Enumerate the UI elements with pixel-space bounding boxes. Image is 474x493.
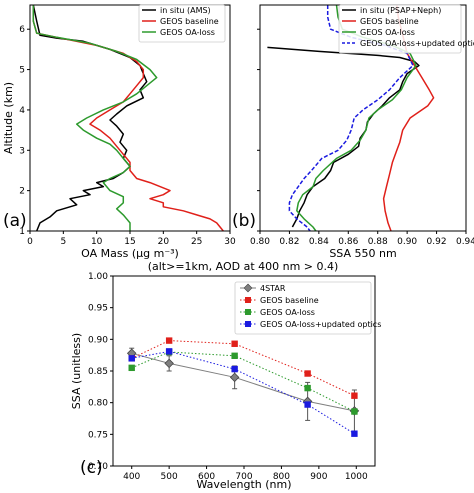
x-tick-label: 0 (27, 237, 33, 247)
legend-box (138, 4, 226, 43)
y-tick-label: 5 (19, 66, 25, 76)
data-point (231, 340, 238, 347)
panel-b-series-line-0 (267, 46, 420, 228)
y-tick-label: 0.90 (88, 335, 108, 345)
panel-c-series-line-2 (131, 351, 355, 412)
y-tick-label: 0.80 (88, 399, 108, 409)
x-tick-label: 5 (60, 237, 66, 247)
panel-c-letter: (c) (80, 458, 103, 478)
data-point (229, 372, 240, 383)
legend-marker (243, 283, 253, 293)
x-tick-label: 15 (124, 237, 135, 247)
panel-c-legend: 4STAR GEOS baseline GEOS OA-loss GEOS OA-lo… (234, 281, 381, 335)
legend-label: GEOS OA-loss (360, 28, 415, 37)
data-point (351, 430, 358, 437)
data-point (351, 392, 358, 399)
x-tick-label: 0.84 (309, 237, 329, 247)
panel-a-series-line-2 (32, 5, 158, 231)
legend-label: GEOS baseline (360, 17, 419, 26)
y-tick-label: 0.70 (88, 462, 108, 472)
data-point (128, 364, 135, 372)
y-tick-label: 2 (19, 187, 25, 197)
legend-label: GEOS baseline (260, 296, 319, 305)
data-point (304, 384, 311, 392)
panel-a-series (32, 4, 224, 232)
legend-label: in situ (AMS) (160, 6, 211, 15)
x-tick-label: 0.94 (456, 237, 474, 247)
panel-a-letter: (a) (3, 211, 27, 231)
x-tick-label: 1000 (345, 472, 368, 482)
panel-b-letter: (b) (232, 211, 256, 231)
data-point (165, 348, 173, 355)
panel-b-x-ticks: 0.80 0.82 0.84 0.86 0.88 0.90 0.92 0.94 (250, 231, 474, 247)
x-tick-label: 0.82 (279, 237, 299, 247)
legend-label: 4STAR (260, 284, 286, 293)
x-tick-label: 10 (91, 237, 103, 247)
data-point (164, 358, 174, 369)
y-tick-label: 3 (19, 146, 25, 156)
y-tick-label: 0.85 (88, 367, 108, 377)
x-tick-label: 700 (235, 472, 252, 482)
legend-marker (245, 309, 251, 315)
panel-c-title: (alt>=1km, AOD at 400 nm > 0.4) (148, 260, 339, 273)
x-tick-label: 400 (123, 472, 140, 482)
x-tick-label: 25 (191, 237, 202, 247)
legend-label: GEOS OA-loss (160, 28, 215, 37)
panel-a-x-label: OA Mass (µg m⁻³) (81, 247, 179, 260)
x-tick-label: 0.90 (397, 237, 417, 247)
x-tick-label: 600 (198, 472, 215, 482)
legend-label: GEOS OA-loss+updated optics (260, 320, 381, 329)
panel-c-x-label: Wavelength (nm) (196, 478, 291, 491)
data-point (304, 401, 311, 408)
panel-c-y-ticks: 0.70 0.75 0.80 0.85 0.90 0.95 1.00 (88, 272, 113, 472)
x-tick-label: 0.80 (250, 237, 270, 247)
panel-b-y-ticks (257, 28, 260, 232)
panel-b: 0.80 0.82 0.84 0.86 0.88 0.90 0.92 0.94 SSA 550… (232, 4, 474, 260)
legend-marker (245, 321, 251, 327)
panel-a-series-line-0 (32, 4, 148, 232)
y-tick-label: 6 (19, 25, 25, 35)
y-tick-label: 0.75 (88, 430, 108, 440)
panel-c-series-line-1 (131, 340, 355, 397)
panel-b-x-label: SSA 550 nm (329, 247, 396, 260)
y-tick-label: 0.95 (88, 304, 108, 314)
legend-box (338, 4, 462, 54)
x-tick-label: 0.86 (338, 237, 358, 247)
panel-c-y-label: SSA (unitless) (70, 333, 83, 409)
y-tick-label: 1.00 (88, 272, 108, 282)
y-tick-label: 1 (19, 227, 25, 237)
x-tick-label: 900 (310, 472, 327, 482)
x-tick-label: 0.92 (427, 237, 447, 247)
legend-label: GEOS baseline (160, 17, 219, 26)
panel-c: (alt>=1km, AOD at 400 nm > 0.4) 400 500 60… (70, 260, 381, 491)
legend-label: in situ (PSAP+Neph) (360, 6, 441, 15)
panel-c-x-ticks: 400 500 600 700 800 900 1000 (123, 466, 368, 482)
legend-marker (245, 297, 251, 303)
y-tick-label: 4 (19, 106, 25, 116)
panel-a-y-label: Altitude (km) (2, 82, 15, 154)
data-point (165, 337, 173, 344)
legend-label: GEOS OA-loss+updated optics (360, 39, 474, 48)
data-point (351, 408, 358, 415)
x-tick-label: 30 (224, 237, 236, 247)
panel-c-series (126, 337, 360, 437)
x-tick-label: 20 (158, 237, 170, 247)
legend-label: GEOS OA-loss (260, 308, 315, 317)
data-point (231, 352, 238, 359)
data-point (128, 355, 135, 362)
panel-a-legend: in situ (AMS) GEOS baseline GEOS OA-loss (138, 4, 226, 43)
legend-box (234, 281, 372, 335)
x-tick-label: 0.88 (368, 237, 388, 247)
data-point (304, 370, 311, 377)
panel-b-legend: in situ (PSAP+Neph) GEOS baseline GEOS OA-… (338, 4, 474, 54)
panel-a-x-ticks: 0 5 10 15 20 25 30 (27, 231, 236, 247)
panel-a-y-ticks: 1 2 3 4 5 6 (19, 25, 30, 237)
x-tick-label: 800 (273, 472, 290, 482)
data-point (231, 365, 238, 373)
panel-c-series-line-0 (131, 352, 355, 412)
x-tick-label: 500 (161, 472, 178, 482)
panel-a: 0 5 10 15 20 25 30 1 2 3 4 5 6 OA Mass (µg m⁻³) Alt… (2, 4, 236, 260)
